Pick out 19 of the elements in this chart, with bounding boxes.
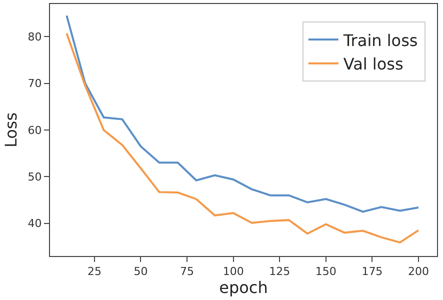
x-tick-label: 25 <box>87 265 102 278</box>
x-tick-label: 125 <box>269 265 290 278</box>
y-tick-label: 40 <box>28 217 42 230</box>
x-tick-label: 200 <box>408 265 429 278</box>
y-axis-title: Loss <box>2 112 21 148</box>
line-series <box>66 14 420 213</box>
y-tick-label: 60 <box>28 124 42 137</box>
y-tick-label: 80 <box>28 30 42 44</box>
x-tick-label: 75 <box>180 265 194 278</box>
x-tick-label: 100 <box>222 265 244 278</box>
x-tick-label: 50 <box>134 265 148 278</box>
x-tick-label: 175 <box>362 265 383 278</box>
legend-label: Val loss <box>343 54 404 74</box>
x-axis-title: epoch <box>219 278 268 298</box>
line-series <box>66 32 420 244</box>
legend-label: Train loss <box>342 30 418 50</box>
y-tick-label: 50 <box>28 170 42 184</box>
y-tick-label: 70 <box>28 77 42 90</box>
x-tick-label: 150 <box>315 265 336 278</box>
